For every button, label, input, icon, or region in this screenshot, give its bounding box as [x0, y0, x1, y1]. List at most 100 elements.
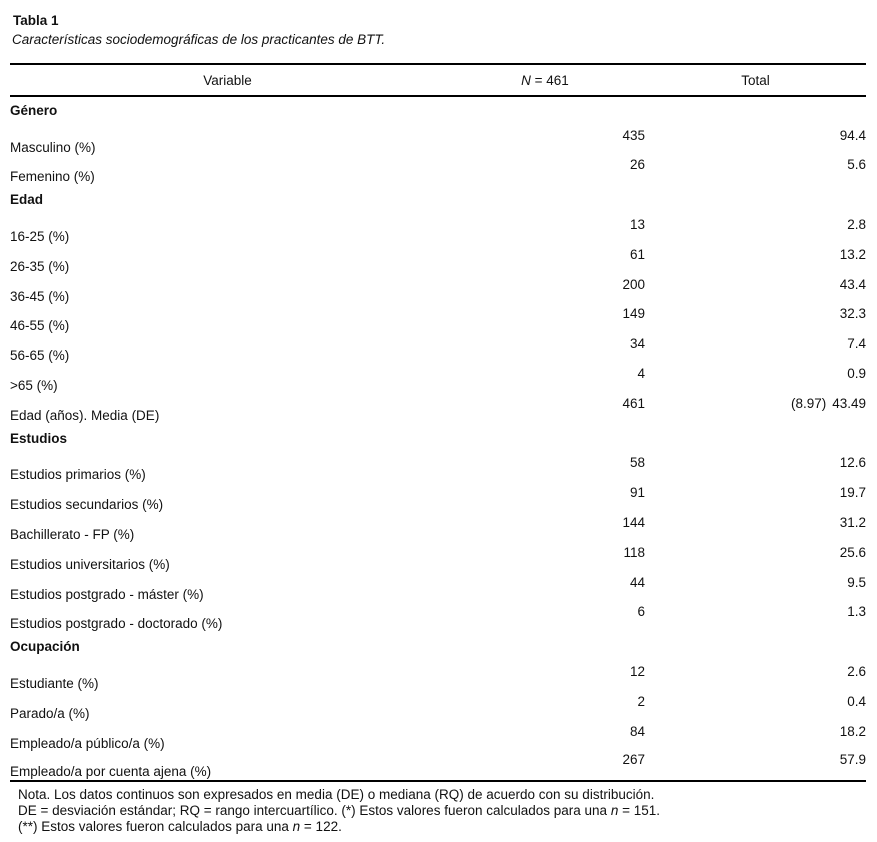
- n-value-cell: 144: [445, 513, 645, 543]
- header-n: N = 461: [445, 64, 645, 97]
- variable-label: Estudios postgrado - doctorado (%): [10, 616, 223, 632]
- section-row: Género: [10, 96, 866, 126]
- table-row: Estudios postgrado - máster (%) 44 9.5: [10, 573, 866, 603]
- table-subtitle: Características sociodemográficas de los…: [12, 32, 386, 47]
- n-value: 12: [629, 663, 645, 679]
- table-row: Parado/a (%) 2 0.4: [10, 692, 866, 722]
- variable-label: Masculino (%): [10, 139, 96, 155]
- table-row: 26-35 (%) 61 13.2: [10, 245, 866, 275]
- note-italic-symbol: n: [610, 803, 619, 819]
- total-value: 2.8: [847, 216, 866, 232]
- total-value-cell: 2.8: [645, 215, 866, 245]
- table-caption: Tabla 1 Características sociodemográfica…: [12, 13, 877, 48]
- section-row: Estudios: [10, 424, 866, 454]
- total-value-cell: 5.6: [645, 156, 866, 186]
- table-row: Empleado/a por cuenta ajena (%) 267 57.9: [10, 752, 866, 782]
- variable-cell: Estudios primarios (%): [10, 454, 445, 484]
- note-text: = 122.: [300, 819, 342, 835]
- variable-cell: 56-65 (%): [10, 334, 445, 364]
- section-cell: Ocupación: [10, 632, 866, 662]
- n-value-cell: 435: [445, 126, 645, 156]
- total-value-cell: 19.7: [645, 483, 866, 513]
- variable-cell: 16-25 (%): [10, 215, 445, 245]
- table-row: Estudios postgrado - doctorado (%) 6 1.3: [10, 603, 866, 633]
- table-title: Tabla 1: [13, 13, 59, 28]
- total-value: 25.6: [839, 544, 866, 560]
- n-value: 34: [629, 336, 645, 352]
- n-value-cell: 26: [445, 156, 645, 186]
- n-value-cell: 6: [445, 603, 645, 633]
- n-value-cell: 91: [445, 483, 645, 513]
- table-row: 36-45 (%) 200 43.4: [10, 275, 866, 305]
- total-value-cell: 31.2: [645, 513, 866, 543]
- table-row: Masculino (%) 435 94.4: [10, 126, 866, 156]
- variable-label: Estudios postgrado - máster (%): [10, 586, 204, 602]
- total-value-cell: 57.9: [645, 752, 866, 782]
- total-value: 43.4: [839, 276, 866, 292]
- total-value: 0.4: [847, 693, 866, 709]
- n-value-cell: 34: [445, 334, 645, 364]
- total-value-cell: 25.6: [645, 543, 866, 573]
- variable-label: Estudios secundarios (%): [10, 497, 164, 513]
- table-row: >65 (%) 4 0.9: [10, 364, 866, 394]
- variable-label: 36-45 (%): [10, 288, 70, 304]
- variable-label: 56-65 (%): [10, 348, 70, 364]
- variable-cell: Empleado/a público/a (%): [10, 722, 445, 752]
- variable-label: Parado/a (%): [10, 705, 90, 721]
- table-body: Género Masculino (%) 435 94.4 Femenino (%) 26…: [10, 96, 866, 781]
- note-italic-symbol: n: [292, 819, 301, 835]
- note-line: Nota. Los datos continuos son expresados…: [18, 787, 877, 803]
- variable-cell: Estudios postgrado - máster (%): [10, 573, 445, 603]
- section-label: Ocupación: [10, 639, 80, 655]
- variable-cell: >65 (%): [10, 364, 445, 394]
- n-value: 6: [637, 604, 645, 620]
- variable-cell: Masculino (%): [10, 126, 445, 156]
- n-value-cell: 58: [445, 454, 645, 484]
- variable-label: Bachillerato - FP (%): [10, 526, 135, 542]
- variable-label: Empleado/a por cuenta ajena (%): [10, 764, 212, 780]
- total-value: 13.2: [839, 246, 866, 262]
- n-value: 44: [629, 574, 645, 590]
- total-value: 32.3: [839, 306, 866, 322]
- table-header: Variable N = 461 Total: [10, 64, 866, 97]
- total-value: 1.3: [847, 604, 866, 620]
- n-value-cell: 118: [445, 543, 645, 573]
- header-n-value: = 461: [530, 72, 569, 88]
- note-text: (**) Estos valores fueron calculados par…: [18, 819, 293, 835]
- n-value-cell: 13: [445, 215, 645, 245]
- total-value: 7.4: [847, 336, 866, 352]
- total-value: 19.7: [839, 485, 866, 501]
- header-n-symbol: N: [521, 72, 531, 88]
- n-value-cell: 200: [445, 275, 645, 305]
- section-label: Edad: [10, 192, 44, 208]
- variable-cell: Estudios postgrado - doctorado (%): [10, 603, 445, 633]
- table-row: Edad (años). Media (DE) 461 43.49 (8.97): [10, 394, 866, 424]
- total-value-cell: 32.3: [645, 305, 866, 335]
- total-value-cell: 43.4: [645, 275, 866, 305]
- total-value: 12.6: [839, 455, 866, 471]
- total-value: 31.2: [839, 514, 866, 530]
- section-row: Edad: [10, 185, 866, 215]
- header-total: Total: [645, 64, 866, 97]
- total-value-cell: 2.6: [645, 662, 866, 692]
- n-value: 13: [629, 216, 645, 232]
- n-value-cell: 267: [445, 752, 645, 782]
- n-value: 144: [622, 514, 645, 530]
- section-cell: Edad: [10, 185, 866, 215]
- total-value-cell: 18.2: [645, 722, 866, 752]
- variable-cell: 46-55 (%): [10, 305, 445, 335]
- variable-label: 16-25 (%): [10, 228, 70, 244]
- table-row: 56-65 (%) 34 7.4: [10, 334, 866, 364]
- variable-label: Estudiante (%): [10, 675, 99, 691]
- n-value-cell: 149: [445, 305, 645, 335]
- note-text: = 151.: [618, 803, 660, 819]
- table-row: Empleado/a público/a (%) 84 18.2: [10, 722, 866, 752]
- variable-cell: Femenino (%): [10, 156, 445, 186]
- variable-label: Empleado/a público/a (%): [10, 735, 165, 751]
- note-line: DE = desviación estándar; RQ = rango int…: [18, 803, 877, 819]
- n-value: 58: [629, 455, 645, 471]
- table-row: Femenino (%) 26 5.6: [10, 156, 866, 186]
- total-value-cell: 1.3: [645, 603, 866, 633]
- variable-cell: Estudios secundarios (%): [10, 483, 445, 513]
